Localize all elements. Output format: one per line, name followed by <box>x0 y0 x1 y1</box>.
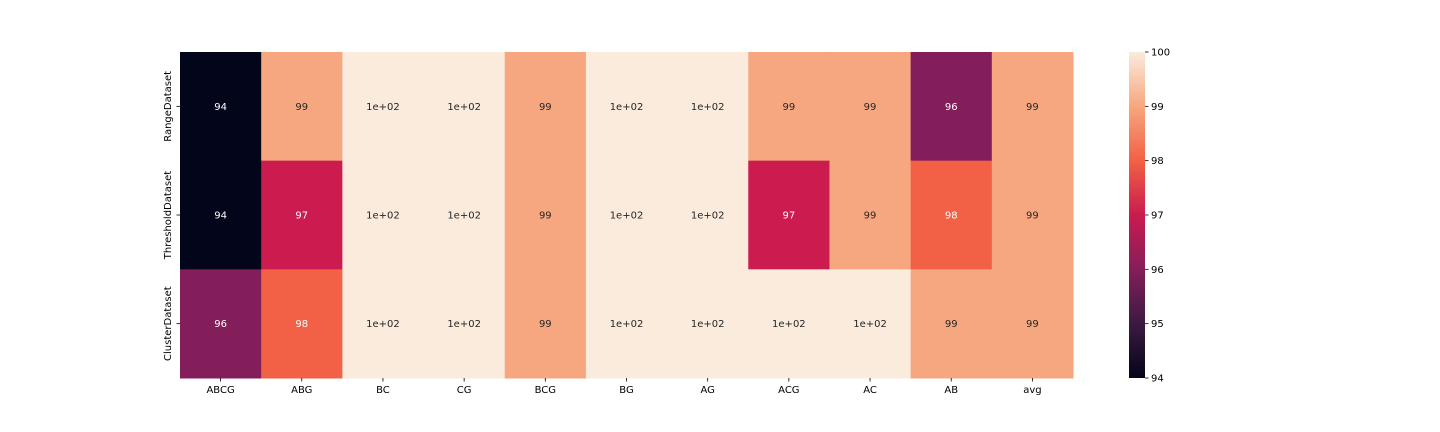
cell-annotation: 94 <box>214 102 227 113</box>
heatmap-annotations: 94 99 1e+02 1e+02 99 1e+02 1e+02 99 99 96 99 94 97 1e… <box>214 102 1039 330</box>
cell-annotation: 97 <box>782 211 795 222</box>
cell-annotation: 99 <box>1026 319 1039 330</box>
colorbar: 94 95 96 97 98 99 100 <box>1129 48 1170 385</box>
cell-annotation: 1e+02 <box>772 319 806 330</box>
heatmap-cell-ThresholdDataset-AC <box>829 160 912 270</box>
cell-annotation: 99 <box>295 102 308 113</box>
heatmap-cell-RangeDataset-AG <box>667 52 749 162</box>
cell-annotation: 94 <box>214 211 227 222</box>
heatmap-cell-ThresholdDataset-ABCG <box>180 160 262 270</box>
heatmap-cell-RangeDataset-AC <box>829 52 912 162</box>
y-tick-label: ClusterDataset <box>163 286 174 361</box>
colorbar-gradient <box>1129 52 1145 378</box>
cell-annotation: 99 <box>539 319 552 330</box>
x-tick-label: ABCG <box>206 385 234 396</box>
heatmap-cell-RangeDataset-AB <box>910 52 993 162</box>
heatmap-cell-ThresholdDataset-BG <box>585 160 668 270</box>
heatmap-cell-RangeDataset-BCG <box>504 52 587 162</box>
x-tick-label: AC <box>863 385 877 396</box>
heatmap-cell-RangeDataset-avg <box>991 52 1074 162</box>
x-tick-label: ABG <box>291 385 312 396</box>
x-tick-label: avg <box>1023 385 1041 396</box>
heatmap-cell-RangeDataset-BC <box>342 52 425 162</box>
cell-annotation: 1e+02 <box>853 319 887 330</box>
x-tick-label: ACG <box>778 385 799 396</box>
heatmap-cell-ThresholdDataset-ABG <box>261 160 343 270</box>
cell-annotation: 99 <box>864 102 877 113</box>
cell-annotation: 98 <box>945 211 958 222</box>
heatmap-cell-ThresholdDataset-AG <box>667 160 749 270</box>
heatmap-cell-RangeDataset-BG <box>585 52 668 162</box>
x-tick-label: CG <box>457 385 472 396</box>
heatmap-cell-ThresholdDataset-ACG <box>748 160 830 270</box>
heatmap-cell-ClusterDataset-BCG <box>504 269 587 379</box>
colorbar-tick-label: 98 <box>1151 156 1164 167</box>
heatmap-cell-RangeDataset-ABG <box>261 52 343 162</box>
heatmap-cell-ClusterDataset-AG <box>667 269 749 379</box>
heatmap-cell-RangeDataset-CG <box>423 52 506 162</box>
colorbar-tick-label: 94 <box>1151 374 1164 385</box>
cell-annotation: 1e+02 <box>610 211 644 222</box>
heatmap-cell-ClusterDataset-avg <box>991 269 1074 379</box>
heatmap-cell-ClusterDataset-BC <box>342 269 425 379</box>
cell-annotation: 1e+02 <box>447 319 481 330</box>
cell-annotation: 99 <box>864 211 877 222</box>
x-tick-label: BC <box>376 385 390 396</box>
cell-annotation: 1e+02 <box>447 102 481 113</box>
heatmap-cell-ThresholdDataset-AB <box>910 160 993 270</box>
colorbar-tick-label: 96 <box>1151 265 1164 276</box>
y-tick-label: RangeDataset <box>163 71 174 142</box>
colorbar-tick-label: 95 <box>1151 319 1164 330</box>
cell-annotation: 96 <box>214 319 227 330</box>
x-tick-label: AG <box>700 385 714 396</box>
heatmap-cells <box>180 52 1074 379</box>
heatmap-cell-ClusterDataset-BG <box>585 269 668 379</box>
cell-annotation: 99 <box>945 319 958 330</box>
cell-annotation: 1e+02 <box>691 211 725 222</box>
cell-annotation: 99 <box>782 102 795 113</box>
cell-annotation: 1e+02 <box>610 319 644 330</box>
heatmap-cell-ThresholdDataset-CG <box>423 160 506 270</box>
cell-annotation: 98 <box>295 319 308 330</box>
cell-annotation: 99 <box>539 211 552 222</box>
x-tick-label: BCG <box>535 385 556 396</box>
cell-annotation: 1e+02 <box>610 102 644 113</box>
cell-annotation: 1e+02 <box>366 211 400 222</box>
cell-annotation: 1e+02 <box>366 102 400 113</box>
cell-annotation: 99 <box>1026 211 1039 222</box>
heatmap-cell-ClusterDataset-ABG <box>261 269 343 379</box>
cell-annotation: 1e+02 <box>447 211 481 222</box>
cell-annotation: 1e+02 <box>366 319 400 330</box>
x-axis-ticks: ABCG ABG BC CG BCG BG AG ACG AC AB avg <box>206 378 1042 396</box>
colorbar-tick-label: 100 <box>1151 48 1170 59</box>
y-tick-label: ThresholdDataset <box>163 171 174 261</box>
cell-annotation: 1e+02 <box>691 102 725 113</box>
cell-annotation: 97 <box>295 211 308 222</box>
cell-annotation: 1e+02 <box>691 319 725 330</box>
heatmap-cell-ThresholdDataset-BCG <box>504 160 587 270</box>
heatmap-cell-ThresholdDataset-avg <box>991 160 1074 270</box>
heatmap-cell-ClusterDataset-CG <box>423 269 506 379</box>
cell-annotation: 96 <box>945 102 958 113</box>
heatmap-cell-ThresholdDataset-BC <box>342 160 425 270</box>
cell-annotation: 99 <box>1026 102 1039 113</box>
heatmap-cell-RangeDataset-ABCG <box>180 52 262 162</box>
heatmap-cell-ClusterDataset-AB <box>910 269 993 379</box>
y-axis-ticks: RangeDataset ThresholdDataset ClusterDatas… <box>163 71 180 361</box>
x-tick-label: AB <box>944 385 958 396</box>
heatmap-cell-ClusterDataset-ABCG <box>180 269 262 379</box>
x-tick-label: BG <box>619 385 633 396</box>
colorbar-tick-label: 97 <box>1151 211 1164 222</box>
cell-annotation: 99 <box>539 102 552 113</box>
heatmap-cell-ClusterDataset-ACG <box>748 269 830 379</box>
heatmap-cell-RangeDataset-ACG <box>748 52 830 162</box>
colorbar-tick-label: 99 <box>1151 102 1164 113</box>
heatmap-cell-ClusterDataset-AC <box>829 269 912 379</box>
